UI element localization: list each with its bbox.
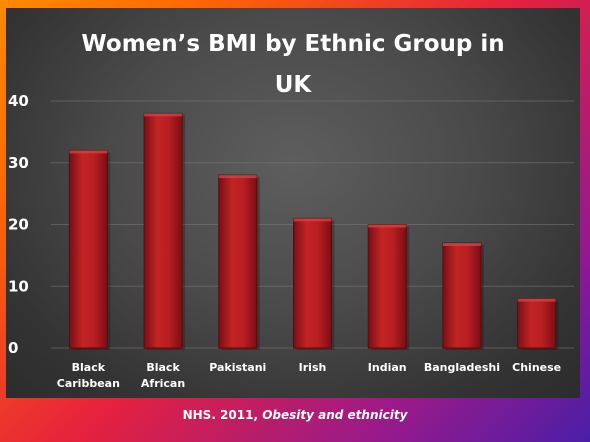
x-tick-label: African bbox=[141, 377, 185, 390]
bar-chart: 0 10 20 30 40 Black Caribbean Black African Paki… bbox=[8, 31, 574, 390]
source-title: Obesity and ethnicity bbox=[262, 408, 408, 422]
x-tick-label: Irish bbox=[299, 361, 327, 374]
x-tick-label: Pakistani bbox=[209, 361, 266, 374]
x-axis-ticks: Black Caribbean Black African Pakistani Irish… bbox=[57, 361, 561, 390]
bars bbox=[68, 112, 559, 350]
y-tick-label: 20 bbox=[8, 216, 29, 234]
bar-chinese bbox=[517, 298, 557, 349]
y-tick-label: 0 bbox=[8, 339, 18, 357]
bar-bangladeshi bbox=[442, 242, 482, 349]
chart-title: Women’s BMI by Ethnic Group in UK bbox=[81, 31, 504, 98]
source-prefix: NHS. 2011, bbox=[182, 408, 263, 422]
y-tick-label: 30 bbox=[8, 154, 29, 172]
bar-top-highlight bbox=[368, 224, 407, 228]
source-citation: NHS. 2011, Obesity and ethnicity bbox=[0, 408, 590, 422]
chart-panel: 0 10 20 30 40 Black Caribbean Black African Paki… bbox=[6, 8, 580, 398]
bar-top-highlight bbox=[517, 298, 556, 302]
bar-pakistani bbox=[218, 174, 258, 349]
chart-title-line: UK bbox=[275, 72, 313, 98]
bar-black-caribbean bbox=[68, 149, 108, 349]
bar-top-highlight bbox=[144, 113, 183, 117]
bar-irish bbox=[293, 217, 332, 349]
x-tick-label: Black bbox=[146, 361, 180, 374]
x-tick-label: Indian bbox=[368, 361, 407, 374]
bar-top-highlight bbox=[69, 150, 108, 154]
y-tick-label: 10 bbox=[8, 277, 29, 295]
x-tick-label: Caribbean bbox=[57, 377, 120, 390]
y-tick-label: 40 bbox=[8, 92, 29, 110]
bar-top-highlight bbox=[293, 218, 332, 222]
y-axis-ticks: 0 10 20 30 40 bbox=[8, 92, 29, 357]
chart-title-line: Women’s BMI by Ethnic Group in bbox=[81, 31, 504, 57]
x-tick-label: Chinese bbox=[512, 361, 561, 374]
bar-top-highlight bbox=[218, 175, 257, 179]
bar-black-african bbox=[143, 112, 183, 349]
bar-indian bbox=[367, 224, 407, 349]
bar-top-highlight bbox=[442, 243, 481, 247]
x-tick-label: Black bbox=[72, 361, 106, 374]
x-tick-label: Bangladeshi bbox=[424, 361, 500, 374]
